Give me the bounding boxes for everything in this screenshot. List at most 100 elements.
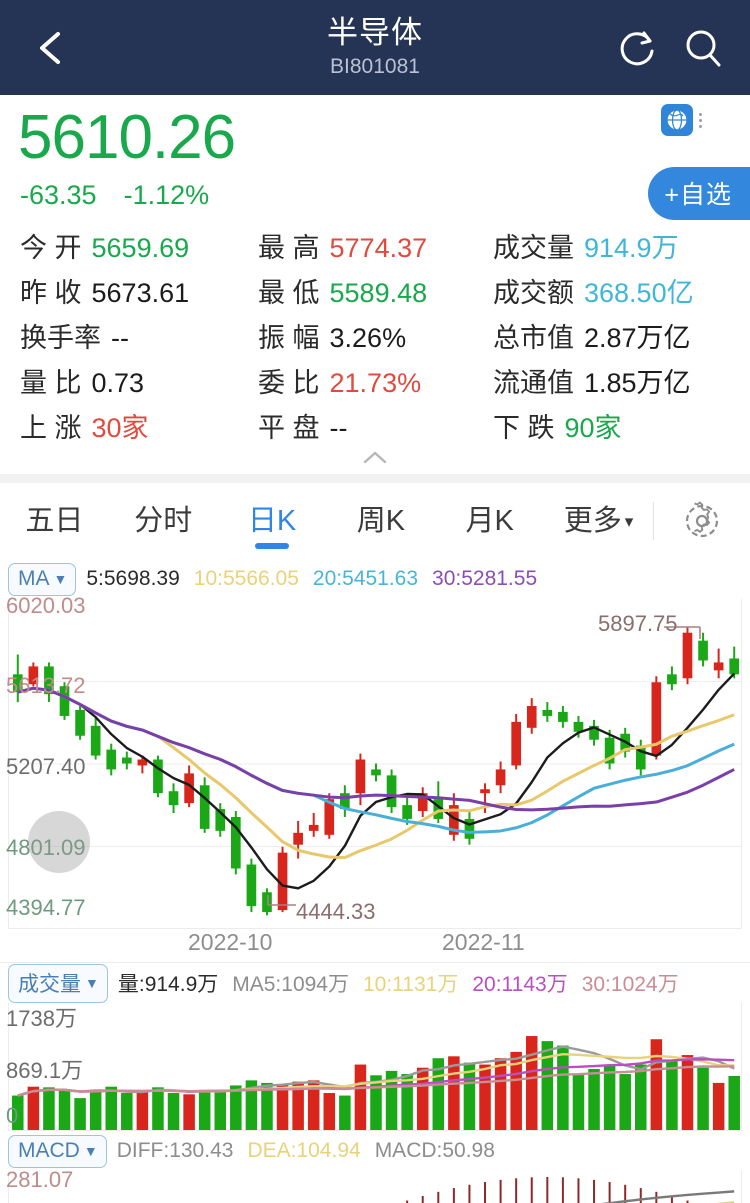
tab-daily-k[interactable]: 日K [218,483,327,559]
x-tick-label: 2022-10 [188,929,273,955]
gear-icon [685,501,719,538]
volume-chart[interactable]: 1738万 869.1万 0 [0,1003,750,1131]
app-header: 半导体 BI801081 [0,0,750,95]
chevron-left-icon [40,31,60,64]
chevron-down-icon: ▼ [85,974,99,991]
quote-top-actions [661,104,702,136]
stats-row: 今 开 5659.69 最 高 5774.37 成交量 914.9万 [0,223,750,268]
stat-label: 最 高 [258,233,320,263]
macd-diff: DIFF:130.43 [116,1139,234,1162]
crosshair-touch-indicator[interactable] [28,811,90,873]
volume-ma30: 30:1024万 [581,973,679,996]
candlestick-canvas [10,626,742,916]
stat-value: 5659.69 [91,233,190,263]
stat-amplitude: 振 幅 3.26% [258,316,493,355]
stat-high: 最 高 5774.37 [258,226,493,265]
stat-value: -- [111,323,129,353]
volume-ma20: 20:1143万 [472,973,568,996]
stat-value: 5589.48 [329,278,428,308]
tab-more[interactable]: 更多 ▾ [544,483,653,559]
ma20-value: 20:5451.63 [312,567,419,590]
stat-advancers: 上 涨 30家 [0,406,258,445]
tab-label: 分时 [134,505,193,537]
stat-value: 368.50亿 [584,278,694,308]
back-button[interactable] [30,26,74,70]
change-absolute: -63.35 [20,180,97,210]
ma-indicator-selector[interactable]: MA ▼ [8,562,77,596]
tab-five-day[interactable]: 五日 [0,483,109,559]
chart-frame [8,599,742,929]
chart-settings-button[interactable] [654,499,750,543]
last-price: 5610.26 [18,103,236,172]
stat-unchanged: 平 盘 -- [258,406,493,445]
stat-value: 5774.37 [329,233,428,263]
stat-value: 90家 [564,413,622,443]
refresh-button[interactable] [616,27,658,69]
stat-low: 最 低 5589.48 [258,271,493,310]
globe-button[interactable] [661,104,693,136]
stat-label: 平 盘 [258,413,320,443]
chart-period-tabs: 五日 分时 日K 周K 月K 更多 ▾ [0,483,750,559]
tab-intraday[interactable]: 分时 [109,483,218,559]
stat-value: 3.26% [329,323,407,353]
stat-value: 5673.61 [91,278,190,308]
add-to-watchlist-button[interactable]: +自选 [648,167,750,220]
ma5-value: 5:5698.39 [86,567,180,590]
tab-label: 更多 [563,505,622,537]
stat-open: 今 开 5659.69 [0,226,258,265]
x-tick-label: 2022-11 [442,929,525,955]
tab-label: 日K [247,505,297,537]
globe-icon [666,109,688,131]
stats-row: 换手率 -- 振 幅 3.26% 总市值 2.87万亿 [0,313,750,358]
header-title-block: 半导体 BI801081 [0,14,750,81]
search-button[interactable] [682,27,724,69]
volume-indicator-selector[interactable]: 成交量 ▼ [8,963,108,1003]
stat-decliners: 下 跌 90家 [493,406,750,445]
stat-label: 总市值 [493,323,574,353]
stat-market-cap: 总市值 2.87万亿 [493,316,750,355]
macd-chart[interactable]: 281.07 0.00 [0,1167,750,1203]
chevron-down-icon: ▼ [83,1142,98,1159]
macd-hist: MACD:50.98 [374,1139,495,1162]
volume-frame [8,1003,742,1131]
stat-label: 最 低 [258,278,320,308]
macd-canvas [406,1177,735,1203]
tab-monthly-k[interactable]: 月K [435,483,544,559]
volume-canvas [12,1036,740,1131]
candlestick-chart[interactable]: 6020.03 5613.72 5207.40 4801.09 4394.77 … [0,593,750,929]
stats-row: 昨 收 5673.61 最 低 5589.48 成交额 368.50亿 [0,268,750,313]
header-actions [616,27,724,69]
tab-label: 五日 [25,505,84,537]
stat-label: 成交额 [493,278,574,308]
stat-prev-close: 昨 收 5673.61 [0,271,258,310]
stat-label: 振 幅 [258,323,320,353]
stat-value: 0.73 [91,368,145,398]
stat-volume: 成交量 914.9万 [493,226,750,265]
volume-legend: 成交量 ▼ 量:914.9万 MA5:1094万 10:1131万 20:114… [0,963,750,1003]
ma-legend: MA ▼ 5:5698.39 10:5566.05 20:5451.63 30:… [0,559,750,599]
volume-ma5: MA5:1094万 [232,973,349,996]
stat-turnover-rate: 换手率 -- [0,316,258,355]
stat-value: 1.85万亿 [584,368,691,398]
more-vertical-icon[interactable] [699,112,702,128]
change-percent: -1.12% [123,180,210,210]
tab-weekly-k[interactable]: 周K [326,483,435,559]
stat-label: 流通值 [493,368,574,398]
volume-ma10: 10:1131万 [362,973,459,996]
stat-turnover-amount: 成交额 368.50亿 [493,271,750,310]
tab-label: 周K [356,505,406,537]
stat-label: 换手率 [20,323,101,353]
stat-value: 2.87万亿 [584,323,691,353]
quote-block: 5610.26 -63.35 -1.12% +自选 [0,95,750,220]
stat-label: 量 比 [20,368,82,398]
collapse-stats-button[interactable] [0,448,750,474]
refresh-icon [620,31,654,65]
macd-values: DIFF:130.43 DEA:104.94 MACD:50.98 [117,1139,495,1163]
macd-dea: DEA:104.94 [247,1139,361,1162]
chevron-down-icon: ▾ [624,512,634,531]
macd-indicator-selector[interactable]: MACD ▼ [8,1134,107,1168]
toolbar-divider [652,502,654,540]
instrument-code: BI801081 [330,55,420,78]
macd-frame [8,1171,742,1203]
